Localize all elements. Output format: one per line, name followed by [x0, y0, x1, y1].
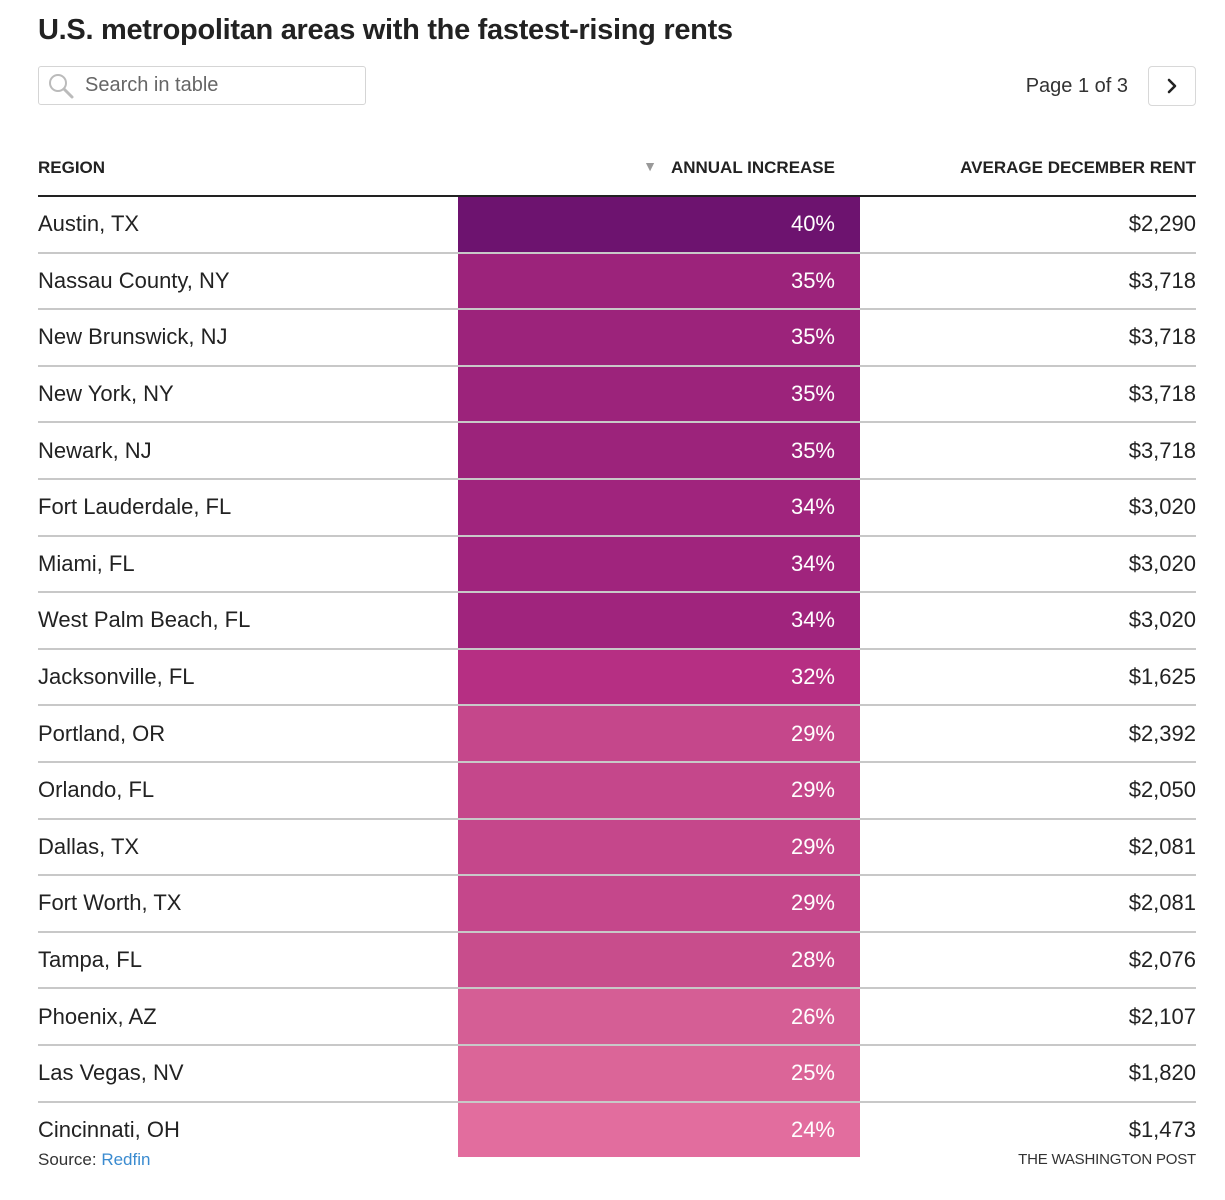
table-row: Austin, TX 40% $2,290 — [38, 196, 1196, 254]
annual-increase-cell: 35% — [458, 309, 860, 367]
region-cell: Portland, OR — [38, 705, 458, 763]
region-cell: Tampa, FL — [38, 931, 458, 990]
average-rent-cell: $3,718 — [860, 365, 1196, 424]
annual-increase-cell: 34% — [458, 592, 860, 650]
annual-increase-cell: 29% — [458, 818, 860, 877]
publisher-credit: THE WASHINGTON POST — [1018, 1151, 1196, 1168]
annual-increase-cell: 29% — [458, 761, 860, 820]
search-box[interactable] — [38, 66, 366, 105]
region-cell: Jacksonville, FL — [38, 648, 458, 707]
source-note: Source: Redfin — [38, 1150, 150, 1170]
region-cell: Cincinnati, OH — [38, 1116, 180, 1142]
chevron-right-icon — [1167, 78, 1177, 94]
average-rent-cell: $3,718 — [860, 309, 1196, 367]
table-row: Fort Lauderdale, FL 34% $3,020 — [38, 478, 1196, 537]
table-row: Nassau County, NY 35% $3,718 — [38, 252, 1196, 311]
annual-increase-cell: 25% — [458, 1044, 860, 1103]
region-cell: Fort Worth, TX — [38, 875, 458, 933]
average-rent-cell: $2,392 — [860, 705, 1196, 763]
table-row: West Palm Beach, FL 34% $3,020 — [38, 592, 1196, 650]
next-page-button[interactable] — [1148, 66, 1196, 106]
table-row: Fort Worth, TX 29% $2,081 — [38, 875, 1196, 933]
average-rent-cell: $3,020 — [860, 535, 1196, 594]
table-body: Austin, TX 40% $2,290 Nassau County, NY 35% $… — [38, 196, 1196, 1158]
region-cell: Fort Lauderdale, FL — [38, 478, 458, 537]
annual-increase-cell: 35% — [458, 365, 860, 424]
table-row: New Brunswick, NJ 35% $3,718 — [38, 309, 1196, 367]
annual-increase-cell: 34% — [458, 535, 860, 594]
annual-increase-cell: 29% — [458, 705, 860, 763]
average-rent-cell: $1,473 — [1128, 1116, 1196, 1142]
table-row: Dallas, TX 29% $2,081 — [38, 818, 1196, 877]
average-rent-cell: $2,290 — [860, 196, 1196, 254]
column-header-average-rent[interactable]: AVERAGE DECEMBER RENT — [860, 141, 1196, 197]
source-link[interactable]: Redfin — [101, 1150, 151, 1169]
average-rent-cell: $1,625 — [860, 648, 1196, 707]
search-icon — [49, 73, 74, 98]
average-rent-cell: $2,081 — [860, 818, 1196, 877]
table-row: Tampa, FL 28% $2,076 — [38, 931, 1196, 990]
table-row: Newark, NJ 35% $3,718 — [38, 422, 1196, 480]
header-row: REGION ▼ ANNUAL INCREASE AVERAGE DECEMBER… — [38, 141, 1196, 197]
column-header-label: ANNUAL INCREASE — [670, 158, 835, 177]
region-cell: Phoenix, AZ — [38, 988, 458, 1046]
average-rent-cell: $3,718 — [860, 422, 1196, 480]
average-rent-cell: $3,020 — [860, 478, 1196, 537]
region-cell: Nassau County, NY — [38, 252, 458, 311]
page-title: U.S. metropolitan areas with the fastest… — [38, 14, 733, 46]
region-cell: New York, NY — [38, 365, 458, 424]
region-cell: Newark, NJ — [38, 422, 458, 480]
table-row: New York, NY 35% $3,718 — [38, 365, 1196, 424]
annual-increase-cell: 24% — [458, 1101, 860, 1158]
region-cell: Orlando, FL — [38, 761, 458, 820]
average-rent-cell: $2,081 — [860, 875, 1196, 933]
source-label: Source: — [38, 1150, 102, 1169]
annual-increase-cell: 35% — [458, 422, 860, 480]
region-cell: Dallas, TX — [38, 818, 458, 877]
average-rent-cell: $3,718 — [860, 252, 1196, 311]
average-rent-cell: $1,820 — [860, 1044, 1196, 1103]
pagination: Page 1 of 3 — [1026, 66, 1196, 106]
average-rent-cell: $2,050 — [860, 761, 1196, 820]
table-row: Cincinnati, OH 24% $1,473 — [38, 1101, 1196, 1158]
annual-increase-cell: 29% — [458, 875, 860, 933]
table-row: Miami, FL 34% $3,020 — [38, 535, 1196, 594]
region-cell: Las Vegas, NV — [38, 1044, 458, 1103]
region-cell: Miami, FL — [38, 535, 458, 594]
sort-descending-icon: ▼ — [643, 158, 657, 174]
annual-increase-cell: 26% — [458, 988, 860, 1046]
annual-increase-cell: 34% — [458, 478, 860, 537]
column-header-region[interactable]: REGION — [38, 141, 458, 197]
region-cell: West Palm Beach, FL — [38, 592, 458, 650]
table-row: Phoenix, AZ 26% $2,107 — [38, 988, 1196, 1046]
table-row: Las Vegas, NV 25% $1,820 — [38, 1044, 1196, 1103]
average-rent-cell: $3,020 — [860, 592, 1196, 650]
annual-increase-cell: 35% — [458, 252, 860, 311]
page-indicator: Page 1 of 3 — [1025, 74, 1128, 97]
table-row: Jacksonville, FL 32% $1,625 — [38, 648, 1196, 707]
data-table: REGION ▼ ANNUAL INCREASE AVERAGE DECEMBER… — [38, 141, 1196, 1158]
annual-increase-cell: 28% — [458, 931, 860, 990]
annual-increase-cell: 32% — [458, 648, 860, 707]
region-cell: New Brunswick, NJ — [38, 309, 458, 367]
annual-increase-cell: 40% — [458, 196, 860, 254]
column-header-annual-increase[interactable]: ▼ ANNUAL INCREASE — [458, 141, 860, 197]
search-input[interactable] — [83, 73, 357, 98]
average-rent-cell: $2,076 — [860, 931, 1196, 990]
table-row: Orlando, FL 29% $2,050 — [38, 761, 1196, 820]
table-row: Portland, OR 29% $2,392 — [38, 705, 1196, 763]
region-cell: Austin, TX — [38, 196, 458, 254]
average-rent-cell: $2,107 — [860, 988, 1196, 1046]
